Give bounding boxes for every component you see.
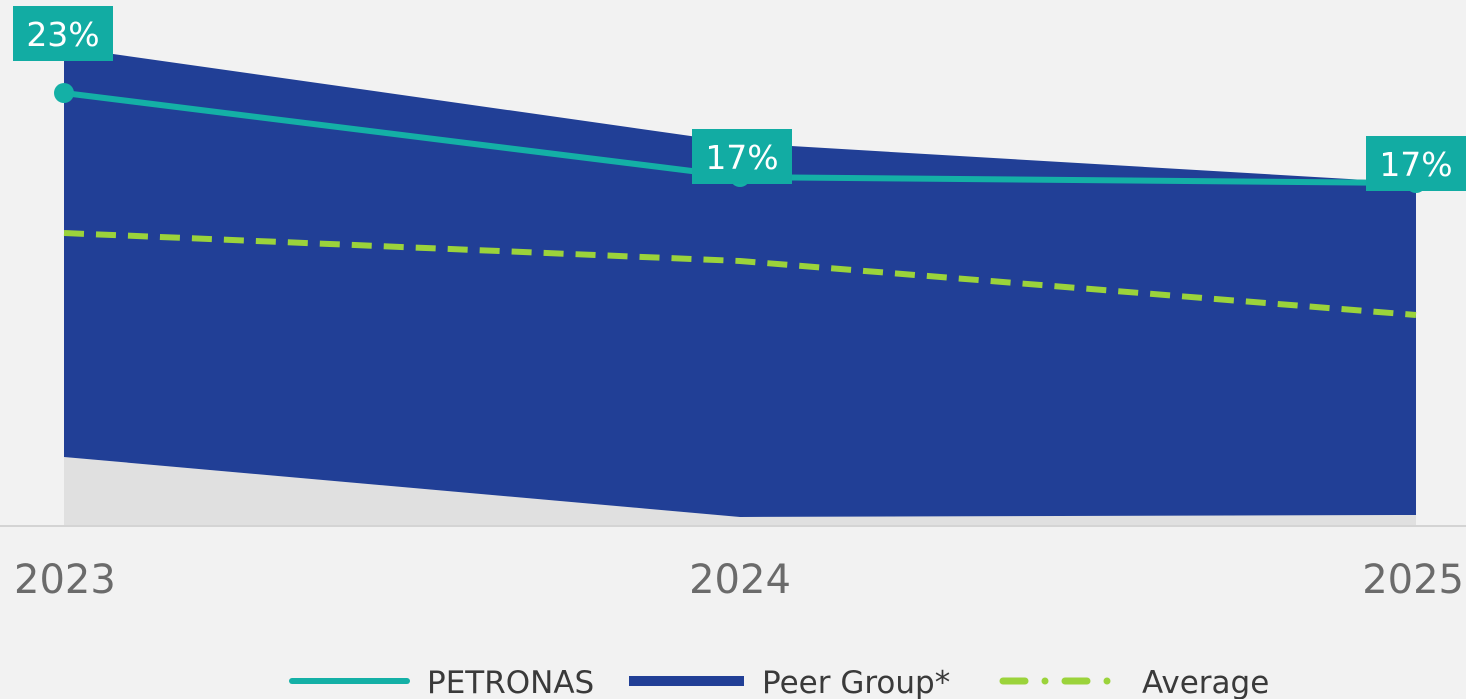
petronas-point-2023 [54, 83, 74, 103]
data-label-text-2024: 17% [705, 138, 778, 177]
data-label-2025: 17% [1366, 136, 1466, 191]
legend-item-petronas: PETRONAS [289, 665, 594, 699]
legend-item-peer-group: Peer Group* [629, 665, 950, 699]
x-tick-label-2025: 2025 [1362, 557, 1464, 603]
legend: PETRONAS Peer Group* Average [289, 665, 1269, 699]
x-tick-label-2023: 2023 [14, 557, 116, 603]
legend-item-average: Average [999, 665, 1269, 699]
data-labels: 23% 17% 17% [13, 6, 1466, 191]
data-label-text-2023: 23% [26, 15, 99, 54]
legend-label-petronas: PETRONAS [427, 665, 594, 699]
peer-group-range-area [64, 47, 1416, 517]
legend-label-average: Average [1142, 665, 1269, 699]
x-tick-label-2024: 2024 [689, 557, 791, 603]
data-label-2023: 23% [13, 6, 113, 61]
data-label-box-2023 [13, 6, 113, 61]
baseline-band [64, 457, 1416, 525]
data-label-box-2024 [692, 129, 792, 184]
data-label-2024: 17% [692, 129, 792, 184]
data-label-text-2025: 17% [1379, 145, 1452, 184]
data-label-box-2025 [1366, 136, 1466, 191]
average-dashed-line [63, 230, 1417, 318]
legend-label-peer-group: Peer Group* [762, 665, 950, 699]
